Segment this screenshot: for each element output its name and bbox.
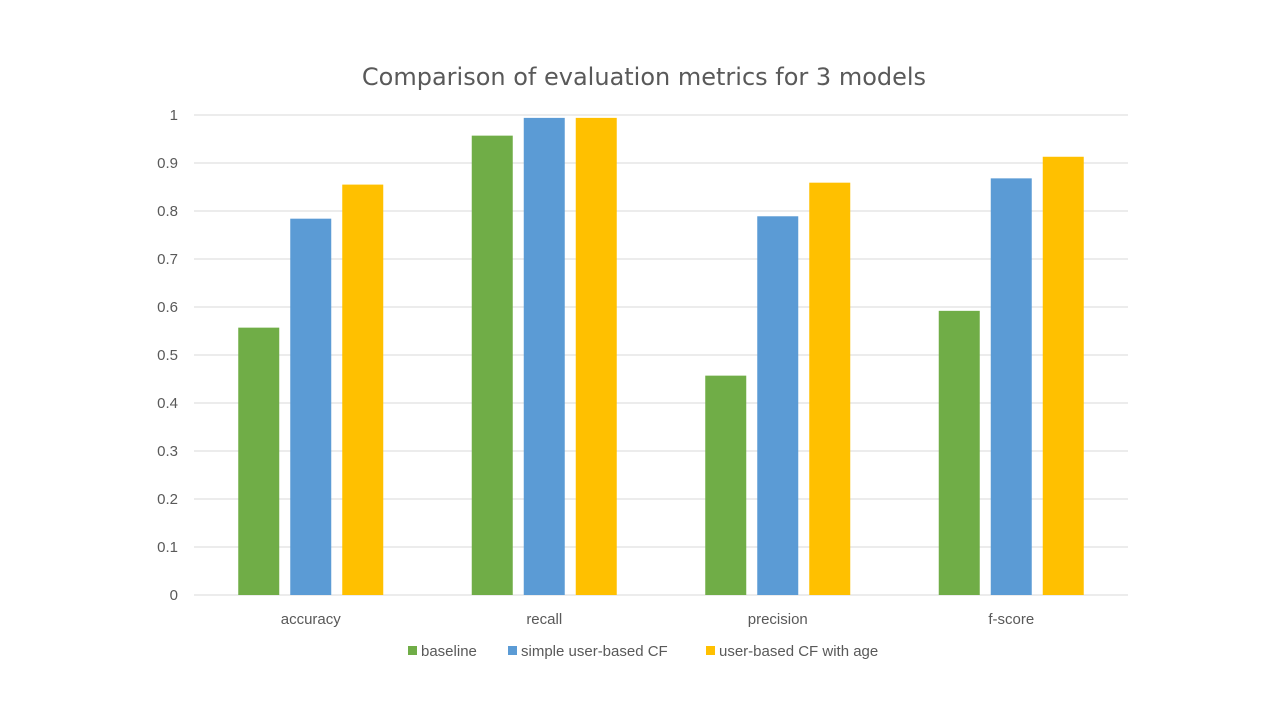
y-tick-label: 0.7	[157, 251, 178, 268]
y-tick-label: 0	[170, 587, 178, 604]
y-tick-label: 0.4	[157, 395, 178, 412]
legend-swatch	[408, 646, 417, 655]
y-axis-tick-labels: 0 0.1 0.2 0.3 0.4 0.5 0.6 0.7 0.8 0.9 1	[157, 107, 178, 604]
bar-f-score-user-based-CF-with-age	[1042, 156, 1084, 595]
legend: baseline simple user-based CF user-based C…	[408, 643, 878, 660]
y-tick-label: 0.8	[157, 203, 178, 220]
bar-accuracy-baseline	[238, 327, 280, 595]
y-tick-label: 0.6	[157, 299, 178, 316]
chart-title: Comparison of evaluation metrics for 3 m…	[362, 63, 926, 91]
y-tick-label: 0.5	[157, 347, 178, 364]
legend-swatch	[706, 646, 715, 655]
bar-accuracy-simple-user-based-CF	[290, 218, 332, 595]
bar-f-score-simple-user-based-CF	[990, 178, 1032, 596]
bar-recall-user-based-CF-with-age	[575, 117, 617, 595]
bar-recall-simple-user-based-CF	[523, 117, 565, 595]
legend-label: user-based CF with age	[719, 643, 878, 660]
y-tick-label: 0.9	[157, 155, 178, 172]
bar-recall-baseline	[471, 135, 513, 595]
bar-precision-user-based-CF-with-age	[809, 182, 851, 595]
x-category-label: accuracy	[281, 611, 342, 628]
legend-label: simple user-based CF	[521, 643, 668, 660]
legend-swatch	[508, 646, 517, 655]
x-category-label: f-score	[988, 611, 1034, 628]
bar-precision-simple-user-based-CF	[757, 216, 799, 595]
bar-precision-baseline	[705, 375, 747, 595]
bars	[238, 117, 1084, 596]
bar-accuracy-user-based-CF-with-age	[342, 184, 384, 595]
x-category-label: recall	[526, 611, 562, 628]
y-tick-label: 1	[170, 107, 178, 124]
gridlines	[194, 114, 1128, 596]
y-tick-label: 0.3	[157, 443, 178, 460]
x-axis-category-labels: accuracy recall precision f-score	[281, 611, 1034, 628]
y-tick-label: 0.2	[157, 491, 178, 508]
y-tick-label: 0.1	[157, 539, 178, 556]
x-category-label: precision	[748, 611, 808, 628]
legend-label: baseline	[421, 643, 477, 660]
bar-f-score-baseline	[938, 310, 980, 595]
